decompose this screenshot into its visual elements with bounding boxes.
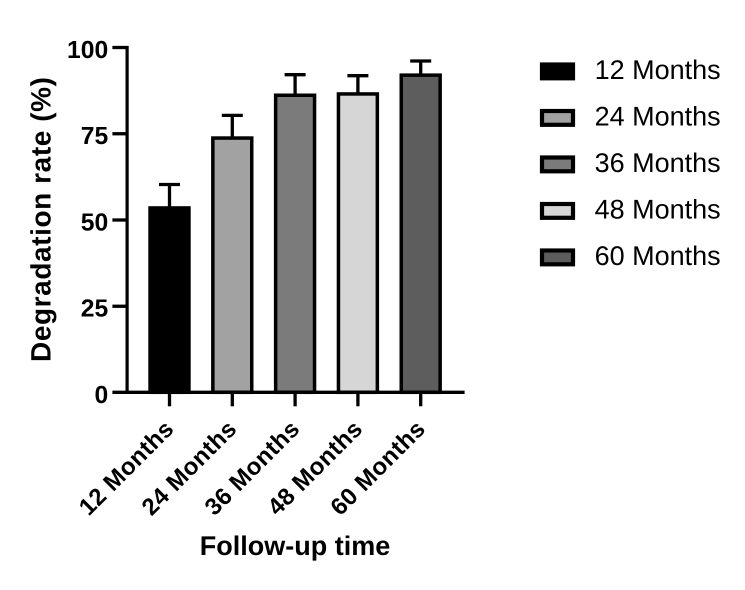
svg-text:36 Months: 36 Months <box>595 148 721 178</box>
svg-text:100: 100 <box>67 37 108 64</box>
svg-text:75: 75 <box>81 123 109 150</box>
svg-text:24 Months: 24 Months <box>595 102 721 132</box>
svg-text:50: 50 <box>81 209 108 236</box>
svg-text:25: 25 <box>81 296 109 323</box>
svg-text:0: 0 <box>94 382 108 409</box>
svg-text:60 Months: 60 Months <box>595 241 721 271</box>
svg-text:12 Months: 12 Months <box>595 55 721 85</box>
svg-text:Follow-up time: Follow-up time <box>200 531 390 561</box>
svg-text:Degradation rate (%): Degradation rate (%) <box>26 77 57 362</box>
svg-text:48 Months: 48 Months <box>595 195 721 225</box>
